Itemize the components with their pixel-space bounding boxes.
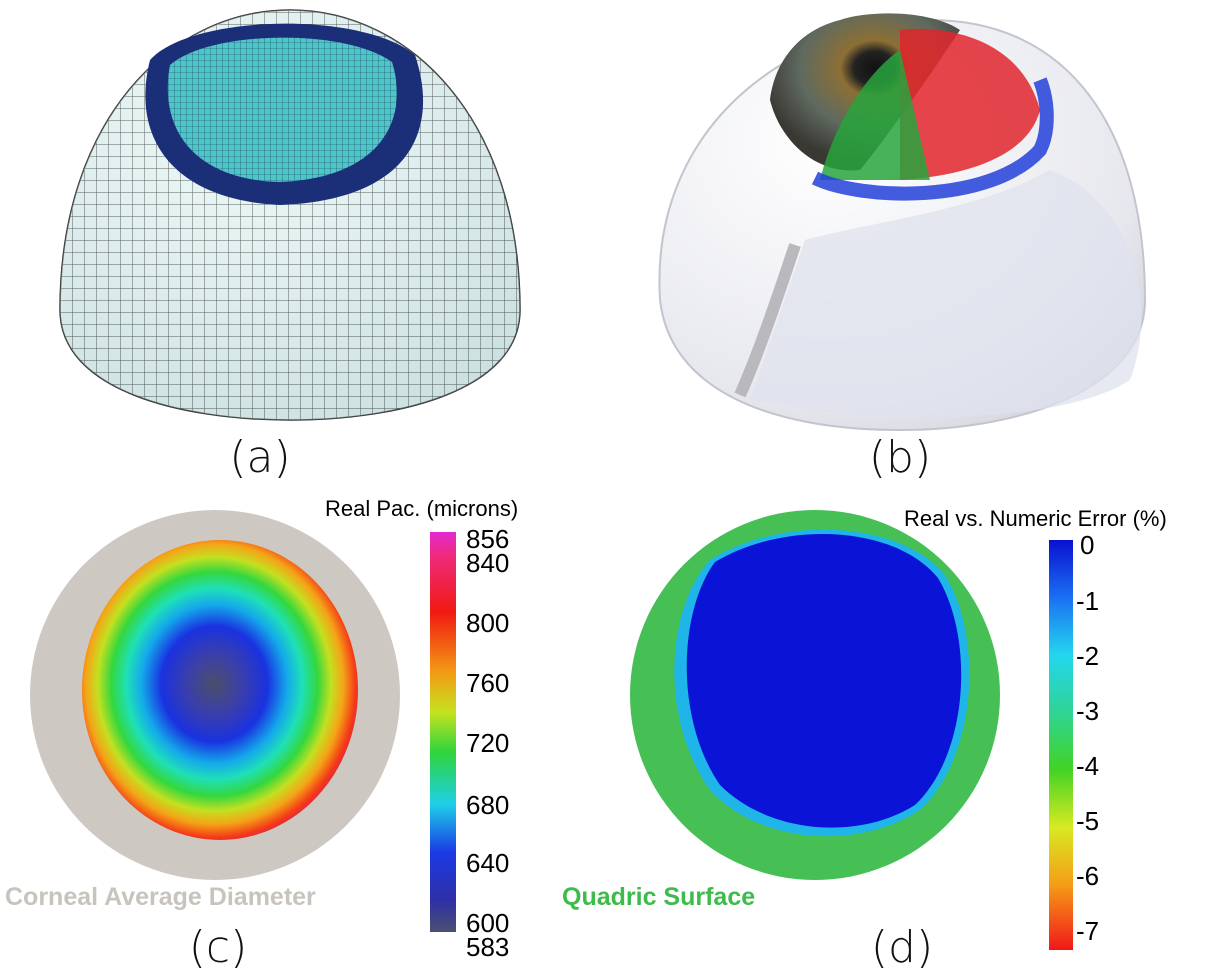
tick-d-7: -7 (1076, 916, 1100, 946)
tick-c-6: 640 (466, 848, 510, 878)
panel-label-a: (a) (229, 432, 291, 483)
caption-d: Quadric Surface (562, 883, 756, 911)
colorbar-title-d: Real vs. Numeric Error (%) (904, 506, 1167, 531)
panel-c: Real Pac. (microns) 856 840 800 760 720 … (0, 490, 600, 976)
tick-d-2: -2 (1076, 641, 1100, 671)
colorbar-title-c: Real Pac. (microns) (325, 496, 519, 521)
meshed-eye-dome (59, 9, 521, 421)
tick-d-6: -6 (1076, 861, 1100, 891)
panel-label-b: (b) (868, 432, 932, 483)
panel-label-d: (d) (870, 922, 934, 973)
colorbar-d (1049, 540, 1073, 950)
panel-d: Real vs. Numeric Error (%) 0 -1 -2 -3 -4… (562, 490, 1217, 976)
tick-d-5: -5 (1076, 806, 1100, 836)
panel-b: (b) (600, 0, 1217, 500)
tick-c-2: 800 (466, 608, 510, 638)
tick-d-4: -4 (1076, 751, 1100, 781)
error-map (630, 510, 1000, 880)
caption-c: Corneal Average Diameter (5, 883, 316, 911)
tick-c-7: 600 (466, 908, 510, 938)
pachymetry-map (30, 510, 400, 880)
colorbar-c (430, 532, 456, 932)
panel-label-c: (c) (188, 922, 248, 973)
eye-fiber-cutaway (658, 13, 1147, 432)
tick-c-5: 680 (466, 790, 510, 820)
tick-c-0: 856 (466, 524, 510, 554)
tick-d-1: -1 (1076, 586, 1100, 616)
tick-c-1: 840 (466, 548, 510, 578)
tick-d-3: -3 (1076, 696, 1100, 726)
tick-d-0: 0 (1080, 530, 1095, 560)
tick-c-4: 720 (466, 728, 510, 758)
panel-a: (a) (0, 0, 600, 483)
tick-c-8: 583 (466, 932, 510, 962)
tick-c-3: 760 (466, 668, 510, 698)
